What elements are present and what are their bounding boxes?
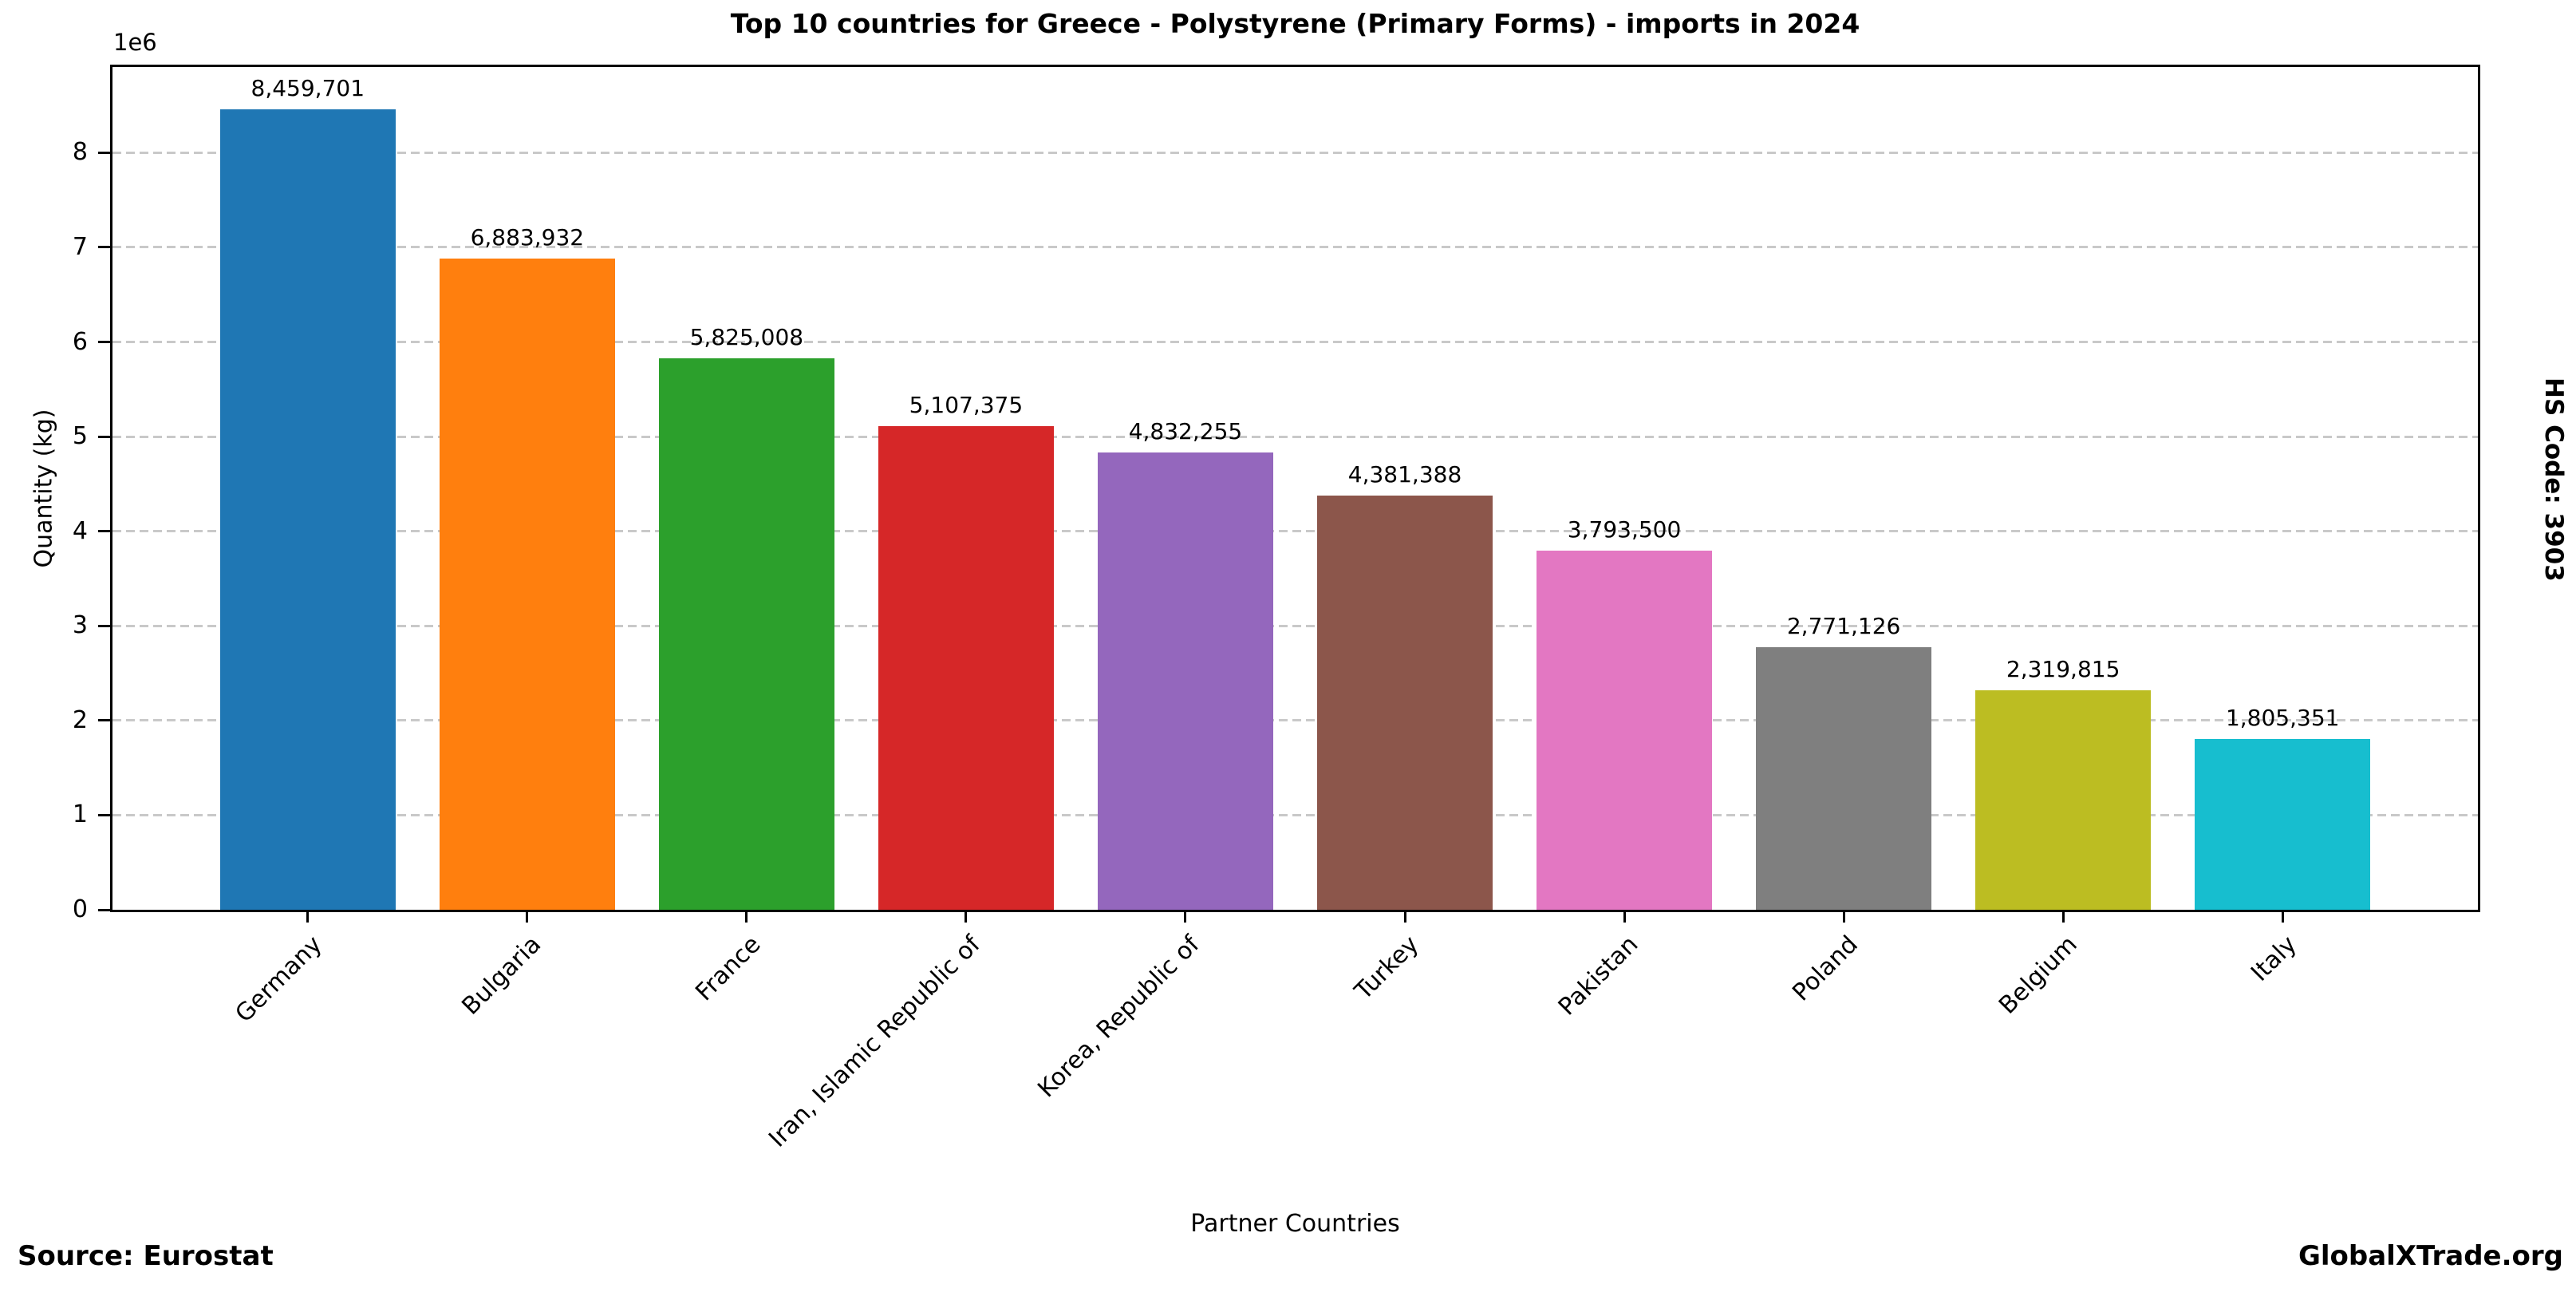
y-tick (98, 908, 110, 911)
x-tick (306, 912, 310, 923)
gridline (112, 719, 2478, 722)
bar-value-label: 1,805,351 (2225, 704, 2340, 731)
y-tick (98, 813, 110, 816)
bar-value-label: 4,832,255 (1128, 418, 1243, 445)
x-tick-label-text: Turkey (1349, 931, 1425, 1006)
y-tick (98, 341, 110, 344)
bar (439, 258, 615, 910)
y-tick-label: 0 (72, 895, 88, 923)
x-tick (1403, 912, 1406, 923)
bar (1975, 689, 2152, 910)
bar-value-label: 4,381,388 (1347, 460, 1462, 488)
y-tick (98, 530, 110, 533)
bar (219, 109, 396, 910)
bar (1537, 551, 1713, 910)
y-tick (98, 435, 110, 438)
x-tick-label-text: Germany (230, 931, 328, 1029)
y-tick (98, 246, 110, 249)
x-tick-label-text: Korea, Republic of (1032, 931, 1205, 1104)
x-tick-label-text: Italy (2246, 931, 2302, 987)
x-tick (745, 912, 748, 923)
y-axis-offset-text: 1e6 (113, 29, 157, 56)
x-tick (1623, 912, 1626, 923)
gridline (112, 530, 2478, 533)
bar-value-label: 5,107,375 (909, 392, 1024, 419)
y-tick-label: 3 (72, 611, 88, 640)
x-tick-label-text: Belgium (1994, 931, 2083, 1020)
bar-value-label: 5,825,008 (689, 324, 804, 351)
gridline (112, 246, 2478, 249)
bar (2195, 738, 2371, 910)
x-tick (1842, 912, 1845, 923)
x-tick-label-text: Pakistan (1553, 931, 1644, 1021)
plot-area: 8,459,701 6,883,932 5,825,008 5,107,375 4,83… (110, 65, 2480, 912)
y-tick-label: 2 (72, 705, 88, 734)
x-tick (2281, 912, 2284, 923)
y-tick-label: 1 (72, 800, 88, 829)
bar (1097, 452, 1273, 910)
bar-value-label: 3,793,500 (1567, 516, 1682, 543)
x-tick-label-text: Iran, Islamic Republic of (763, 931, 986, 1153)
x-tick (2061, 912, 2065, 923)
brand-note: GlobalXTrade.org (2298, 1240, 2563, 1272)
gridline (112, 341, 2478, 344)
y-tick-label: 7 (72, 232, 88, 261)
bar-value-label: 2,771,126 (1786, 613, 1901, 640)
y-tick-label: 5 (72, 422, 88, 451)
bar-value-label: 8,459,701 (250, 74, 365, 101)
hs-code-note: HS Code: 3903 (2539, 377, 2568, 582)
y-tick (98, 624, 110, 627)
x-axis-label: Partner Countries (1190, 1210, 1400, 1238)
bar-value-label: 6,883,932 (470, 223, 585, 251)
gridline (112, 813, 2478, 816)
bar (1756, 647, 1932, 910)
bar (1317, 495, 1493, 910)
x-tick (526, 912, 529, 923)
gridline (112, 151, 2478, 154)
x-tick (965, 912, 968, 923)
source-note: Source: Eurostat (18, 1240, 274, 1272)
gridline (112, 435, 2478, 438)
y-tick (98, 719, 110, 722)
gridline (112, 624, 2478, 627)
y-tick-label: 6 (72, 327, 88, 356)
bar (878, 426, 1054, 910)
y-tick-label: 4 (72, 516, 88, 545)
x-tick (1184, 912, 1187, 923)
y-tick-label: 8 (72, 138, 88, 167)
y-axis-label: Quantity (kg) (30, 409, 58, 568)
x-tick-label-text: Poland (1787, 931, 1864, 1007)
y-tick (98, 151, 110, 154)
x-tick-label-text: France (690, 931, 767, 1007)
x-tick-label-text: Bulgaria (456, 931, 547, 1021)
bar-value-label: 2,319,815 (2006, 655, 2120, 682)
chart-title: Top 10 countries for Greece - Polystyren… (730, 8, 1860, 39)
bar (658, 358, 834, 910)
